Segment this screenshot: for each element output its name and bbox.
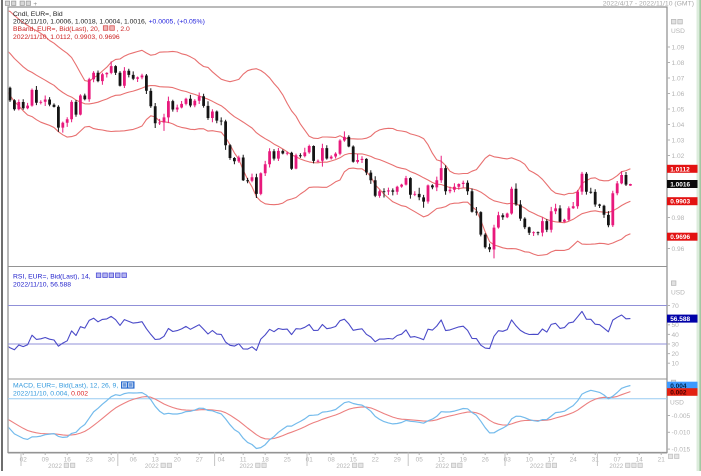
svg-text:31: 31 bbox=[592, 456, 600, 463]
svg-text:2022: 2022 bbox=[145, 463, 159, 470]
svg-text:04: 04 bbox=[218, 456, 226, 463]
svg-text:22: 22 bbox=[372, 456, 380, 463]
svg-text:26: 26 bbox=[482, 456, 490, 463]
svg-text:2022/11/10, 1.0006, 1.0018, 1.: 2022/11/10, 1.0006, 1.0018, 1.0004, 1.00… bbox=[13, 19, 205, 26]
svg-text:40: 40 bbox=[672, 332, 680, 339]
svg-text:1.02: 1.02 bbox=[672, 153, 685, 160]
svg-text:, 2.0: , 2.0 bbox=[117, 26, 130, 33]
svg-text:+: + bbox=[33, 1, 37, 8]
svg-text:RSI, EUR=, Bid(Last), 14,: RSI, EUR=, Bid(Last), 14, bbox=[13, 274, 91, 281]
svg-text:2022: 2022 bbox=[435, 463, 449, 470]
svg-text:20: 20 bbox=[174, 456, 182, 463]
svg-text:1.03: 1.03 bbox=[672, 137, 685, 144]
svg-text:-0.010: -0.010 bbox=[672, 430, 691, 437]
svg-text:2022: 2022 bbox=[48, 463, 62, 470]
svg-text:56.588: 56.588 bbox=[670, 316, 690, 323]
svg-text:USD: USD bbox=[671, 290, 685, 297]
svg-text:29: 29 bbox=[394, 456, 402, 463]
svg-text:50: 50 bbox=[672, 322, 680, 329]
svg-text:2022: 2022 bbox=[530, 463, 544, 470]
svg-text:15: 15 bbox=[350, 456, 358, 463]
svg-text:30: 30 bbox=[672, 341, 680, 348]
svg-text:18: 18 bbox=[262, 456, 270, 463]
svg-text:05: 05 bbox=[416, 456, 424, 463]
svg-text:0.9903: 0.9903 bbox=[670, 199, 690, 206]
svg-text:1.04: 1.04 bbox=[672, 122, 685, 129]
svg-text:Cndl, EUR=, Bid: Cndl, EUR=, Bid bbox=[13, 11, 63, 18]
svg-text:30: 30 bbox=[108, 456, 116, 463]
svg-text:21: 21 bbox=[658, 456, 666, 463]
svg-text:-0.005: -0.005 bbox=[672, 413, 691, 420]
svg-text:24: 24 bbox=[570, 456, 578, 463]
svg-text:-0.015: -0.015 bbox=[672, 447, 691, 454]
svg-text:BBand, EUR=, Bid(Last), 20,: BBand, EUR=, Bid(Last), 20, bbox=[13, 26, 100, 33]
svg-text:0.98: 0.98 bbox=[672, 215, 685, 222]
svg-text:MACD, EUR=, Bid(Last), 12, 26: MACD, EUR=, Bid(Last), 12, 26, 9, bbox=[13, 383, 118, 390]
svg-text:1.09: 1.09 bbox=[672, 44, 685, 51]
svg-text:2022: 2022 bbox=[609, 463, 623, 470]
svg-text:27: 27 bbox=[196, 456, 204, 463]
svg-text:1.0112: 1.0112 bbox=[670, 166, 690, 173]
svg-text:14: 14 bbox=[636, 456, 644, 463]
svg-text:1.08: 1.08 bbox=[672, 60, 685, 67]
svg-text:1.0016: 1.0016 bbox=[670, 182, 690, 189]
svg-text:2022/11/10, 0.004, 0.002: 2022/11/10, 0.004, 0.002 bbox=[13, 391, 88, 398]
svg-text:23: 23 bbox=[86, 456, 94, 463]
svg-text:06: 06 bbox=[130, 456, 138, 463]
svg-text:0.96: 0.96 bbox=[672, 246, 685, 253]
svg-text:2022/4/17 - 2022/11/10 (GMT): 2022/4/17 - 2022/11/10 (GMT) bbox=[603, 0, 694, 7]
svg-text:2022/11/10, 1.0112, 0.9903, 0.: 2022/11/10, 1.0112, 0.9903, 0.9696 bbox=[13, 34, 120, 41]
svg-text:16: 16 bbox=[64, 456, 72, 463]
svg-text:2022: 2022 bbox=[336, 463, 350, 470]
svg-text:20: 20 bbox=[672, 351, 680, 358]
svg-text:10: 10 bbox=[672, 361, 680, 368]
svg-text:USD: USD bbox=[671, 28, 685, 35]
svg-text:1.05: 1.05 bbox=[672, 106, 685, 113]
svg-text:08: 08 bbox=[328, 456, 336, 463]
svg-text:70: 70 bbox=[672, 303, 680, 310]
svg-text:USD: USD bbox=[670, 400, 684, 407]
svg-text:0.002: 0.002 bbox=[670, 390, 687, 397]
svg-text:19: 19 bbox=[460, 456, 468, 463]
svg-text:1.06: 1.06 bbox=[672, 91, 685, 98]
svg-text:2022: 2022 bbox=[240, 463, 254, 470]
svg-text:1.07: 1.07 bbox=[672, 75, 685, 82]
svg-text:2022/11/10, 56.588: 2022/11/10, 56.588 bbox=[13, 282, 71, 289]
svg-text:17: 17 bbox=[548, 456, 556, 463]
svg-text:25: 25 bbox=[284, 456, 292, 463]
svg-text:0.9696: 0.9696 bbox=[670, 234, 690, 241]
